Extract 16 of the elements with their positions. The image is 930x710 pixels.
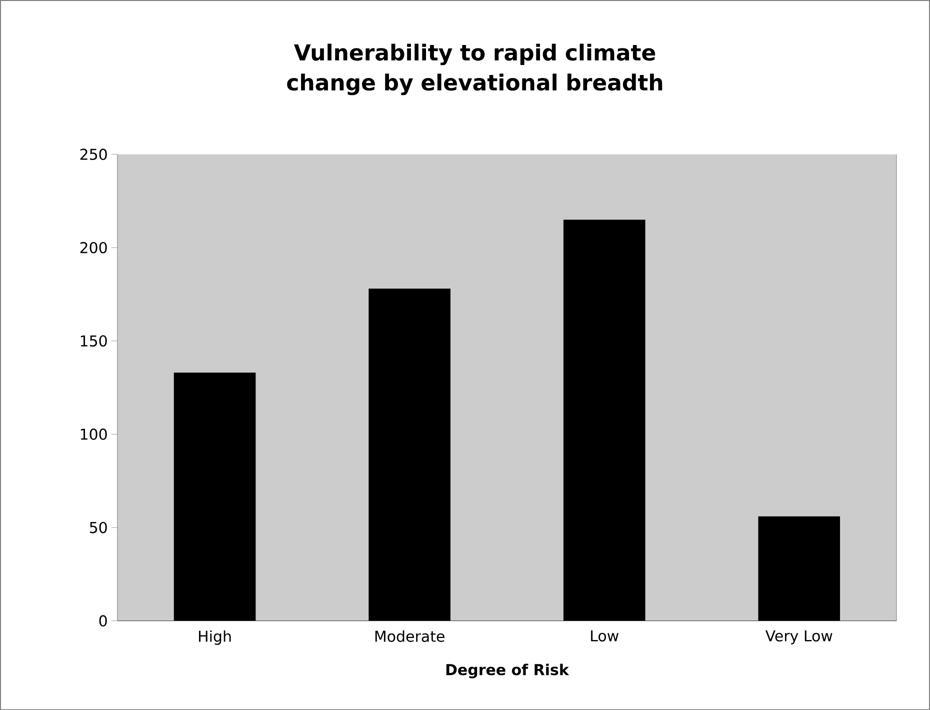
x-axis-title: Degree of Risk xyxy=(446,664,570,678)
bar xyxy=(563,220,646,621)
y-tick-label: 200 xyxy=(80,242,107,254)
bar xyxy=(758,516,840,621)
chart-title: Vulnerability to rapid climate change by elevational breadth xyxy=(287,44,662,96)
bar xyxy=(368,288,450,621)
x-tick-label: Very Low xyxy=(765,630,832,644)
bar xyxy=(174,372,256,621)
y-tick-label: 0 xyxy=(99,615,107,626)
y-tick-label: 50 xyxy=(90,522,107,534)
x-tick-label: Moderate xyxy=(375,630,444,642)
y-tick-label: 150 xyxy=(80,335,107,346)
x-tick-label: High xyxy=(199,630,231,645)
x-tick-label: Low xyxy=(591,630,618,642)
y-tick-label: 250 xyxy=(80,148,107,160)
y-tick-label: 100 xyxy=(80,428,107,440)
